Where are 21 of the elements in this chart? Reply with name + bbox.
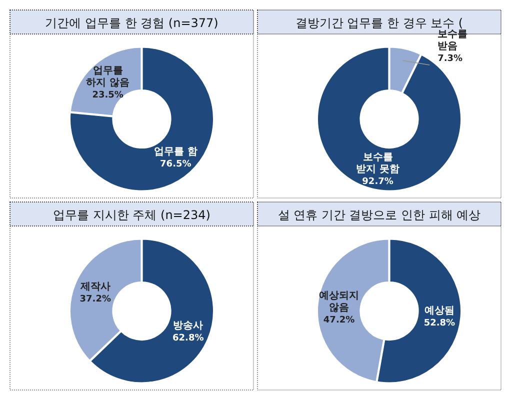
- slice-label: 업무를 하지 않음: [86, 66, 130, 89]
- data-label: 62.8%: [172, 334, 204, 344]
- data-label: 7.3%: [438, 54, 463, 64]
- slice-label: 보수를 받음: [438, 29, 468, 52]
- slice-label: 방송사: [173, 320, 204, 332]
- chart-title: 기간에 업무를 한 경험 (n=377): [45, 16, 218, 30]
- data-label: 47.2%: [323, 316, 355, 326]
- slice-label: 제작사: [79, 281, 110, 292]
- donut-slice: [69, 46, 214, 192]
- chart-title: 업무를 지시한 주체 (n=234): [53, 208, 210, 222]
- chart-title: 설 연휴 기간 결방으로 인한 피해 예상: [278, 208, 481, 222]
- chart-title: 결방기간 업무를 한 경우 보수 (: [295, 16, 464, 30]
- data-label: 37.2%: [80, 294, 111, 304]
- data-label: 76.5%: [160, 159, 192, 170]
- slice-label: 보수를 받지 못함: [356, 152, 400, 176]
- slice-label: 예상됨: [424, 305, 454, 316]
- slice-label: 예상되지 않음: [319, 290, 360, 314]
- data-label: 92.7%: [362, 177, 394, 188]
- data-label: 52.8%: [424, 318, 456, 328]
- slice-label: 업무를 함: [154, 146, 198, 158]
- data-label: 23.5%: [92, 90, 124, 101]
